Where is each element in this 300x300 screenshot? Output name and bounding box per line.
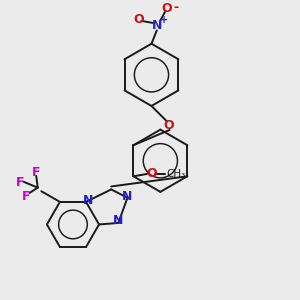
Text: F: F — [16, 176, 24, 189]
Text: N: N — [112, 214, 123, 227]
Text: N: N — [152, 20, 162, 32]
Text: O: O — [133, 13, 144, 26]
Text: O: O — [162, 2, 172, 15]
Text: N: N — [83, 194, 93, 207]
Text: -: - — [173, 1, 178, 14]
Text: O: O — [163, 119, 174, 132]
Text: F: F — [22, 190, 31, 203]
Text: +: + — [160, 15, 169, 25]
Text: N: N — [122, 190, 133, 203]
Text: O: O — [146, 167, 157, 180]
Text: CH₃: CH₃ — [167, 169, 186, 179]
Text: F: F — [32, 166, 41, 179]
